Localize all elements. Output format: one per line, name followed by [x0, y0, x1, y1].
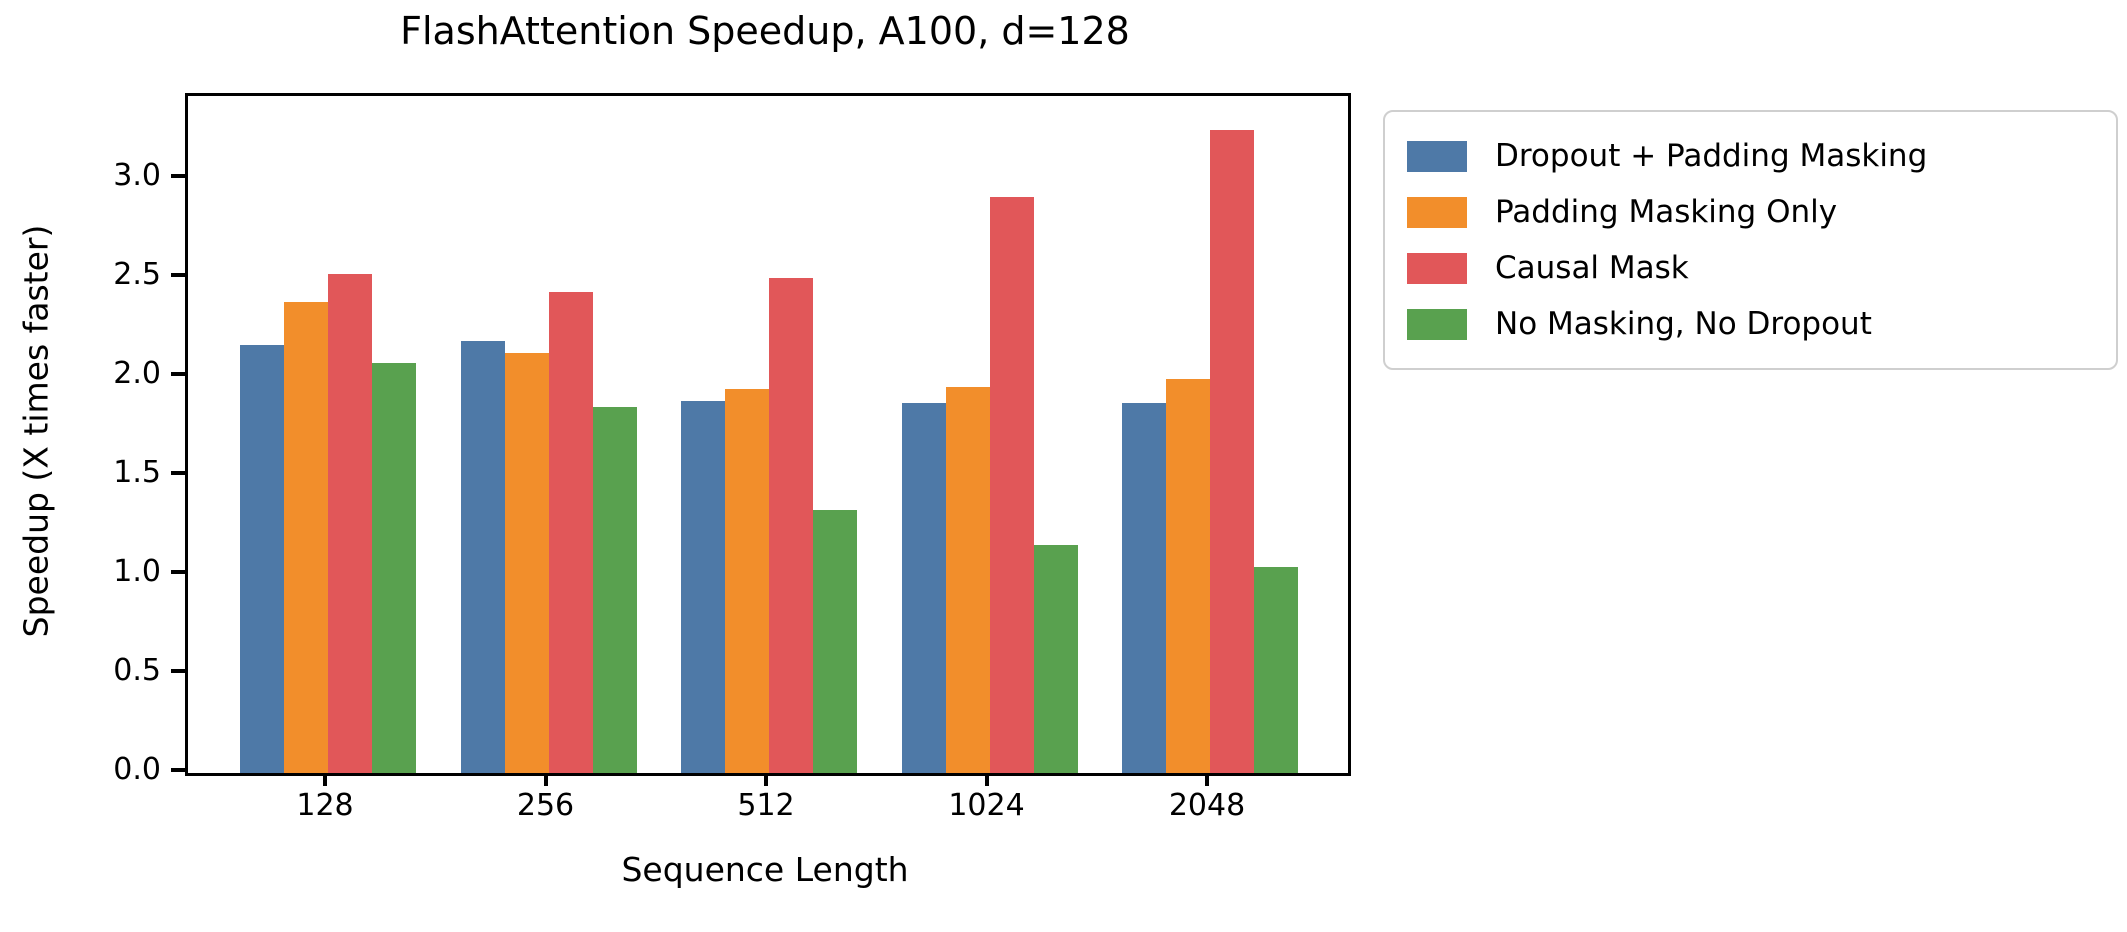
- bar-causal-mask-512: [769, 278, 813, 773]
- y-tick-mark-1.0: [171, 570, 185, 575]
- x-tick-label-2048: 2048: [1168, 788, 1246, 823]
- bar-dropout-padding-masking-128: [240, 345, 284, 773]
- x-axis-label: Sequence Length: [621, 850, 909, 889]
- legend: Dropout + Padding Masking Padding Masking…: [1383, 110, 2118, 370]
- plot-area: [185, 93, 1351, 776]
- y-tick-label-1.0: 1.0: [113, 554, 161, 590]
- bar-padding-masking-only-128: [284, 302, 328, 773]
- x-tick-mark-512: [764, 773, 768, 786]
- bar-padding-masking-only-2048: [1166, 379, 1210, 773]
- bar-causal-mask-1024: [989, 197, 1034, 773]
- legend-item-padding-masking-only: Padding Masking Only: [1407, 184, 2094, 240]
- legend-swatch-padding-masking-only: [1407, 196, 1467, 228]
- legend-item-no-masking-no-dropout: No Masking, No Dropout: [1407, 296, 2094, 352]
- legend-label-dropout-padding-masking: Dropout + Padding Masking: [1495, 138, 1928, 174]
- x-tick-label-1024: 1024: [948, 788, 1025, 823]
- x-tick-label-512: 512: [737, 788, 795, 823]
- y-tick-mark-0.5: [171, 669, 185, 674]
- legend-swatch-no-masking-no-dropout: [1407, 308, 1467, 340]
- x-tick-mark-128: [323, 773, 327, 786]
- bars-layer: [188, 96, 1348, 773]
- y-tick-label-1.5: 1.5: [113, 455, 161, 491]
- bar-causal-mask-2048: [1210, 130, 1254, 773]
- y-tick-label-0.0: 0.0: [113, 752, 161, 787]
- chart-title: FlashAttention Speedup, A100, d=128: [400, 9, 1130, 53]
- bar-padding-masking-only-256: [504, 353, 549, 773]
- y-tick-label-0.5: 0.5: [113, 653, 161, 689]
- bar-no-masking-no-dropout-1024: [1033, 545, 1078, 773]
- y-tick-mark-1.5: [171, 471, 185, 476]
- bar-dropout-padding-masking-512: [681, 401, 725, 773]
- legend-swatch-dropout-padding-masking: [1407, 140, 1467, 172]
- legend-label-no-masking-no-dropout: No Masking, No Dropout: [1495, 306, 1872, 342]
- bar-dropout-padding-masking-256: [460, 341, 505, 773]
- legend-item-causal-mask: Causal Mask: [1407, 240, 2094, 296]
- legend-swatch-causal-mask: [1407, 252, 1467, 284]
- bar-no-masking-no-dropout-2048: [1254, 567, 1298, 773]
- x-tick-label-128: 128: [296, 788, 354, 823]
- bar-dropout-padding-masking-2048: [1122, 403, 1166, 773]
- bar-no-masking-no-dropout-512: [813, 510, 857, 773]
- y-tick-label-2.0: 2.0: [113, 356, 161, 392]
- x-tick-mark-1024: [984, 773, 989, 786]
- y-tick-mark-2.5: [171, 273, 185, 278]
- y-tick-label-2.5: 2.5: [113, 257, 161, 293]
- bar-dropout-padding-masking-1024: [901, 403, 946, 773]
- bar-causal-mask-256: [548, 292, 593, 773]
- bar-padding-masking-only-1024: [945, 387, 990, 773]
- x-tick-mark-2048: [1205, 773, 1209, 786]
- x-tick-label-256: 256: [516, 788, 575, 823]
- legend-label-padding-masking-only: Padding Masking Only: [1495, 194, 1838, 230]
- bar-padding-masking-only-512: [725, 389, 769, 773]
- x-tick-mark-256: [543, 773, 548, 786]
- legend-item-dropout-padding-masking: Dropout + Padding Masking: [1407, 128, 2094, 184]
- y-tick-mark-3.0: [171, 174, 185, 179]
- bar-causal-mask-128: [328, 274, 372, 773]
- y-tick-label-3.0: 3.0: [113, 158, 161, 194]
- y-tick-mark-0.0: [171, 768, 185, 772]
- bar-no-masking-no-dropout-128: [372, 363, 416, 773]
- y-tick-mark-2.0: [171, 372, 185, 377]
- legend-label-causal-mask: Causal Mask: [1495, 250, 1689, 286]
- bar-no-masking-no-dropout-256: [592, 407, 637, 773]
